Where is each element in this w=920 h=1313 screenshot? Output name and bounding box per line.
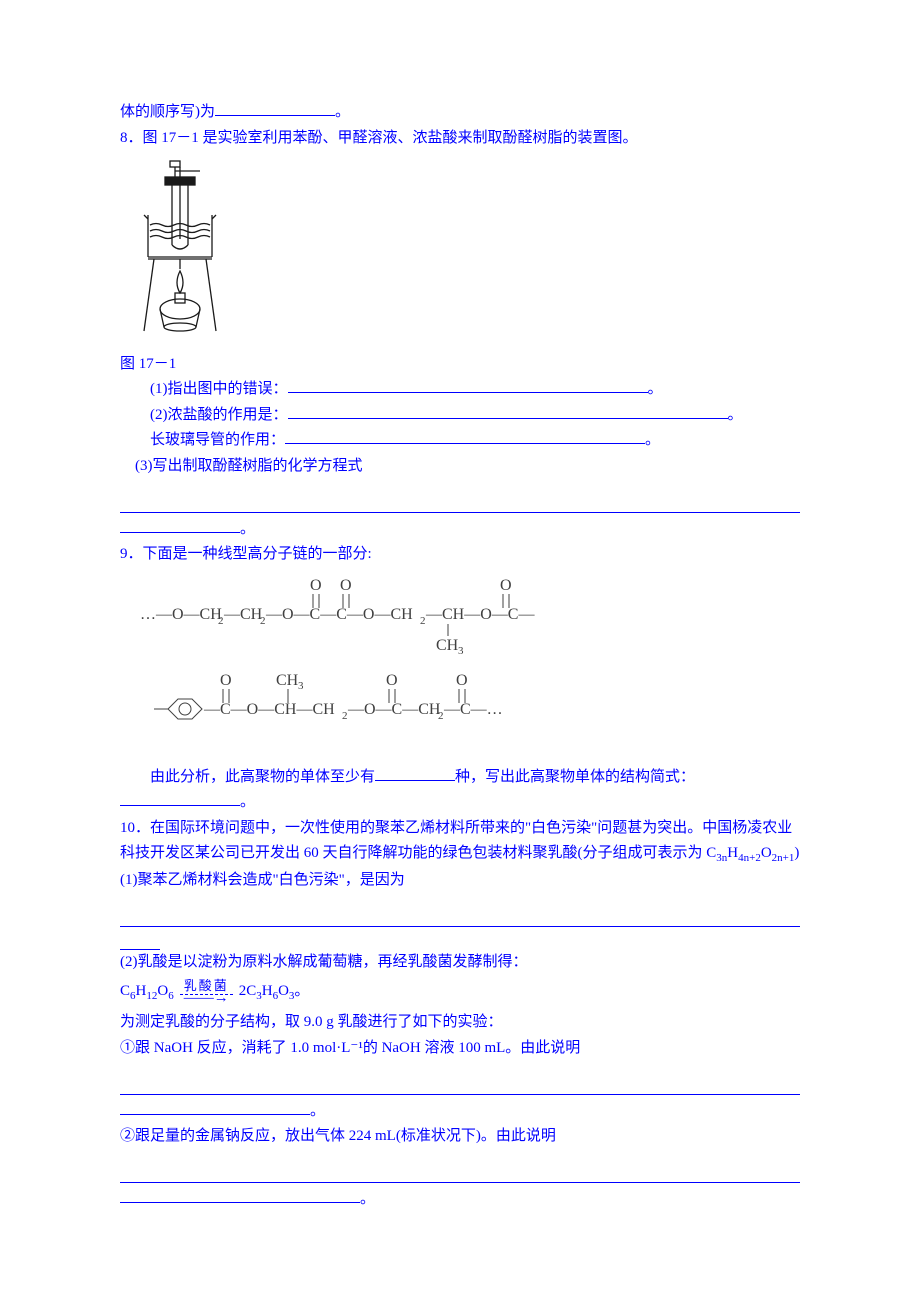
svg-text:O: O: [500, 577, 512, 594]
q10-p2-intro: (2)乳酸是以淀粉为原料水解成葡萄糖，再经乳酸菌发酵制得：: [120, 950, 800, 976]
blank-q10-22a: [120, 1160, 800, 1184]
eq-C: C: [120, 983, 130, 999]
svg-text:3: 3: [458, 645, 464, 654]
q8-p2a-end: 。: [728, 407, 743, 423]
q8-p2a: (2)浓盐酸的作用是： 。: [120, 403, 800, 429]
q10-p2-1-tail: 。: [120, 1099, 800, 1125]
eq-r-H: H: [262, 983, 273, 999]
blank-prev: [215, 100, 335, 116]
apparatus-figure: [130, 159, 800, 344]
q10-sub-2n1: 2n+1: [772, 852, 795, 864]
eq-arrow-body: ――→: [184, 991, 229, 1006]
q10-line1: 10．在国际环境问题中，一次性使用的聚苯乙烯材料所带来的"白色污染"问题甚为突出…: [120, 820, 792, 862]
blank-q10-1a: [120, 903, 800, 927]
blank-q8-2b: [285, 428, 645, 444]
eq-arrow: 乳酸菌 ――→: [180, 979, 233, 1006]
svg-text:2: 2: [438, 710, 444, 722]
svg-text:O: O: [220, 672, 232, 689]
eq-O6: 6: [168, 990, 174, 1002]
eq-r-O: O: [278, 983, 289, 999]
svg-text:CH: CH: [436, 637, 459, 654]
q9-tail-a: 由此分析，此高聚物的单体至少有: [150, 769, 375, 785]
q8-p3: (3)写出制取酚醛树脂的化学方程式: [120, 454, 800, 480]
blank-q9-b: [120, 790, 240, 806]
q10-equation: C6H12O6 乳酸菌 ――→ 2C3H6O3。: [120, 979, 800, 1006]
q8-p1-label: (1)指出图中的错误：: [150, 381, 288, 397]
blank-q9-a: [375, 765, 455, 781]
q10-p2-1-end: 。: [310, 1103, 325, 1119]
q8-p1-end: 。: [648, 381, 663, 397]
q8-p2b-label: 长玻璃导管的作用：: [150, 432, 285, 448]
svg-text:—O—C—CH: —O—C—CH: [347, 701, 441, 718]
svg-text:—CH—O—C—: —CH—O—C—: [425, 606, 535, 623]
svg-text:2: 2: [342, 710, 348, 722]
svg-text:…—O—CH: …—O—CH: [140, 606, 222, 623]
q10-O: O: [761, 845, 772, 861]
blank-q8-3b: [120, 517, 240, 533]
svg-text:2: 2: [420, 615, 426, 627]
svg-text:—C—…: —C—…: [443, 701, 503, 718]
q9-tail-end: 。: [240, 794, 255, 810]
blank-q8-1: [288, 377, 648, 393]
prev-tail-period: 。: [335, 104, 350, 120]
svg-text:—O—C—C—O—CH: —O—C—C—O—CH: [265, 606, 413, 623]
q10-p2-1: ①跟 NaOH 反应，消耗了 1.0 mol·L⁻¹的 NaOH 溶液 100 …: [120, 1036, 800, 1062]
blank-q8-3a: [120, 489, 800, 513]
q8-p3-end: 。: [240, 521, 255, 537]
q8-stem: 8．图 17－1 是实验室利用苯酚、甲醛溶液、浓盐酸来制取酚醛树脂的装置图。: [120, 126, 800, 152]
q9-tail: 由此分析，此高聚物的单体至少有 种，写出此高聚物单体的结构简式：: [120, 765, 800, 791]
svg-text:—C—O—CH—CH: —C—O—CH—CH: [203, 701, 335, 718]
svg-text:O: O: [456, 672, 468, 689]
blank-q10-1b: [120, 931, 160, 950]
svg-text:3: 3: [298, 680, 304, 692]
eq-right: 2C3H6O3。: [239, 979, 310, 1006]
blank-q8-2a: [288, 403, 728, 419]
q9-stem: 9．下面是一种线型高分子链的一部分:: [120, 542, 800, 568]
q9-tail-blank: 。: [120, 790, 800, 816]
fig-label: 图 17－1: [120, 352, 800, 378]
polymer-structure-1: …—O—CH2 —CH2 —O—C—C—O—CH2 —CH—O—C— O O O…: [140, 574, 800, 664]
svg-text:CH: CH: [276, 672, 299, 689]
q10-line1-end: ): [794, 845, 799, 861]
q9-tail-b: 种，写出此高聚物单体的结构简式：: [455, 769, 695, 785]
blank-q10-21b: [120, 1099, 310, 1115]
q10-sub-3n: 3n: [716, 852, 727, 864]
q8-p2a-label: (2)浓盐酸的作用是：: [150, 407, 288, 423]
blank-q10-22b: [120, 1187, 360, 1203]
q8-p2b: 长玻璃导管的作用： 。: [120, 428, 800, 454]
q10-p2-2-end: 。: [360, 1191, 375, 1207]
q8-p2b-end: 。: [645, 432, 660, 448]
q10-p1: (1)聚苯乙烯材料会造成"白色污染"，是因为: [120, 868, 800, 894]
svg-text:2: 2: [260, 615, 266, 627]
prev-tail-text: 体的顺序写)为: [120, 104, 215, 120]
polymer-structure-2: —C—O—CH—CH 2 —O—C—CH2 —C—… O CH3 O O: [140, 669, 800, 759]
q10-sub-4n2: 4n+2: [738, 852, 761, 864]
prev-tail: 体的顺序写)为 。: [120, 100, 800, 126]
eq-O: O: [157, 983, 168, 999]
eq-left: C6H12O6: [120, 979, 174, 1006]
eq-r-2C: 2C: [239, 983, 257, 999]
svg-text:O: O: [386, 672, 398, 689]
blank-q10-21a: [120, 1071, 800, 1095]
eq-12: 12: [146, 990, 157, 1002]
apparatus-svg: [130, 159, 250, 334]
eq-H: H: [136, 983, 147, 999]
q10-p2-2-tail: 。: [120, 1187, 800, 1213]
q8-p3-tail: 。: [120, 517, 800, 543]
q10-p2-2: ②跟足量的金属钠反应，放出气体 224 mL(标准状况下)。由此说明: [120, 1124, 800, 1150]
eq-end: 。: [294, 983, 309, 999]
svg-text:—CH: —CH: [223, 606, 263, 623]
svg-text:2: 2: [218, 615, 224, 627]
q10-p2-line: 为测定乳酸的分子结构，取 9.0 g 乳酸进行了如下的实验：: [120, 1010, 800, 1036]
svg-text:O: O: [340, 577, 352, 594]
q10-H: H: [727, 845, 738, 861]
svg-text:O: O: [310, 577, 322, 594]
q10-stem: 10．在国际环境问题中，一次性使用的聚苯乙烯材料所带来的"白色污染"问题甚为突出…: [120, 816, 800, 868]
q8-p1: (1)指出图中的错误： 。: [120, 377, 800, 403]
